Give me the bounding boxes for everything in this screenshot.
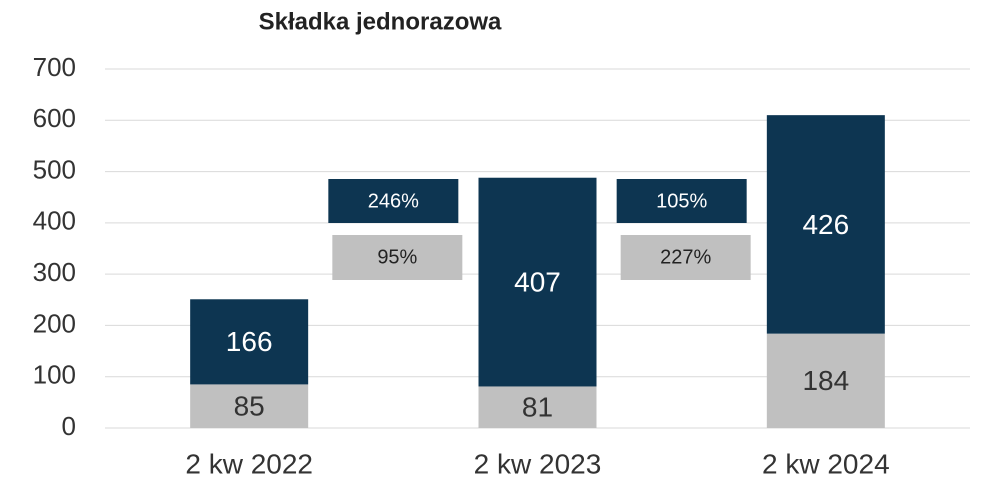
- annotation-box: [620, 235, 751, 280]
- value-label: 407: [514, 266, 561, 297]
- x-tick-label: 2 kw 2024: [762, 448, 890, 479]
- annotation-box: [332, 235, 463, 280]
- bar-segment: [190, 299, 309, 385]
- bar-segment: [766, 333, 885, 428]
- value-label: 184: [802, 365, 849, 396]
- x-tick-label: 2 kw 2022: [185, 448, 313, 479]
- bar-segment: [478, 177, 597, 387]
- annotation: 227%: [660, 246, 711, 268]
- annotation-box: [328, 179, 459, 223]
- bar-segment: [190, 384, 309, 428]
- y-tick-label: 500: [33, 154, 76, 184]
- value-label: 426: [802, 209, 849, 240]
- annotation-box: [616, 179, 747, 223]
- value-label: 166: [226, 326, 273, 357]
- annotation: 95%: [377, 246, 417, 268]
- bar-segment: [478, 386, 597, 428]
- value-label: 81: [522, 392, 553, 423]
- y-tick-label: 400: [33, 206, 76, 236]
- y-tick-label: 700: [33, 52, 76, 82]
- x-tick-label: 2 kw 2023: [474, 448, 602, 479]
- y-tick-label: 200: [33, 308, 76, 338]
- annotation: 105%: [656, 190, 707, 212]
- annotation: 246%: [368, 190, 419, 212]
- y-tick-label: 100: [33, 360, 76, 390]
- value-label: 85: [234, 391, 265, 422]
- bar-segment: [766, 115, 885, 334]
- y-tick-label: 0: [62, 411, 76, 441]
- y-tick-label: 600: [33, 103, 76, 133]
- chart-title: Składka jednorazowa: [259, 8, 502, 35]
- y-tick-label: 300: [33, 257, 76, 287]
